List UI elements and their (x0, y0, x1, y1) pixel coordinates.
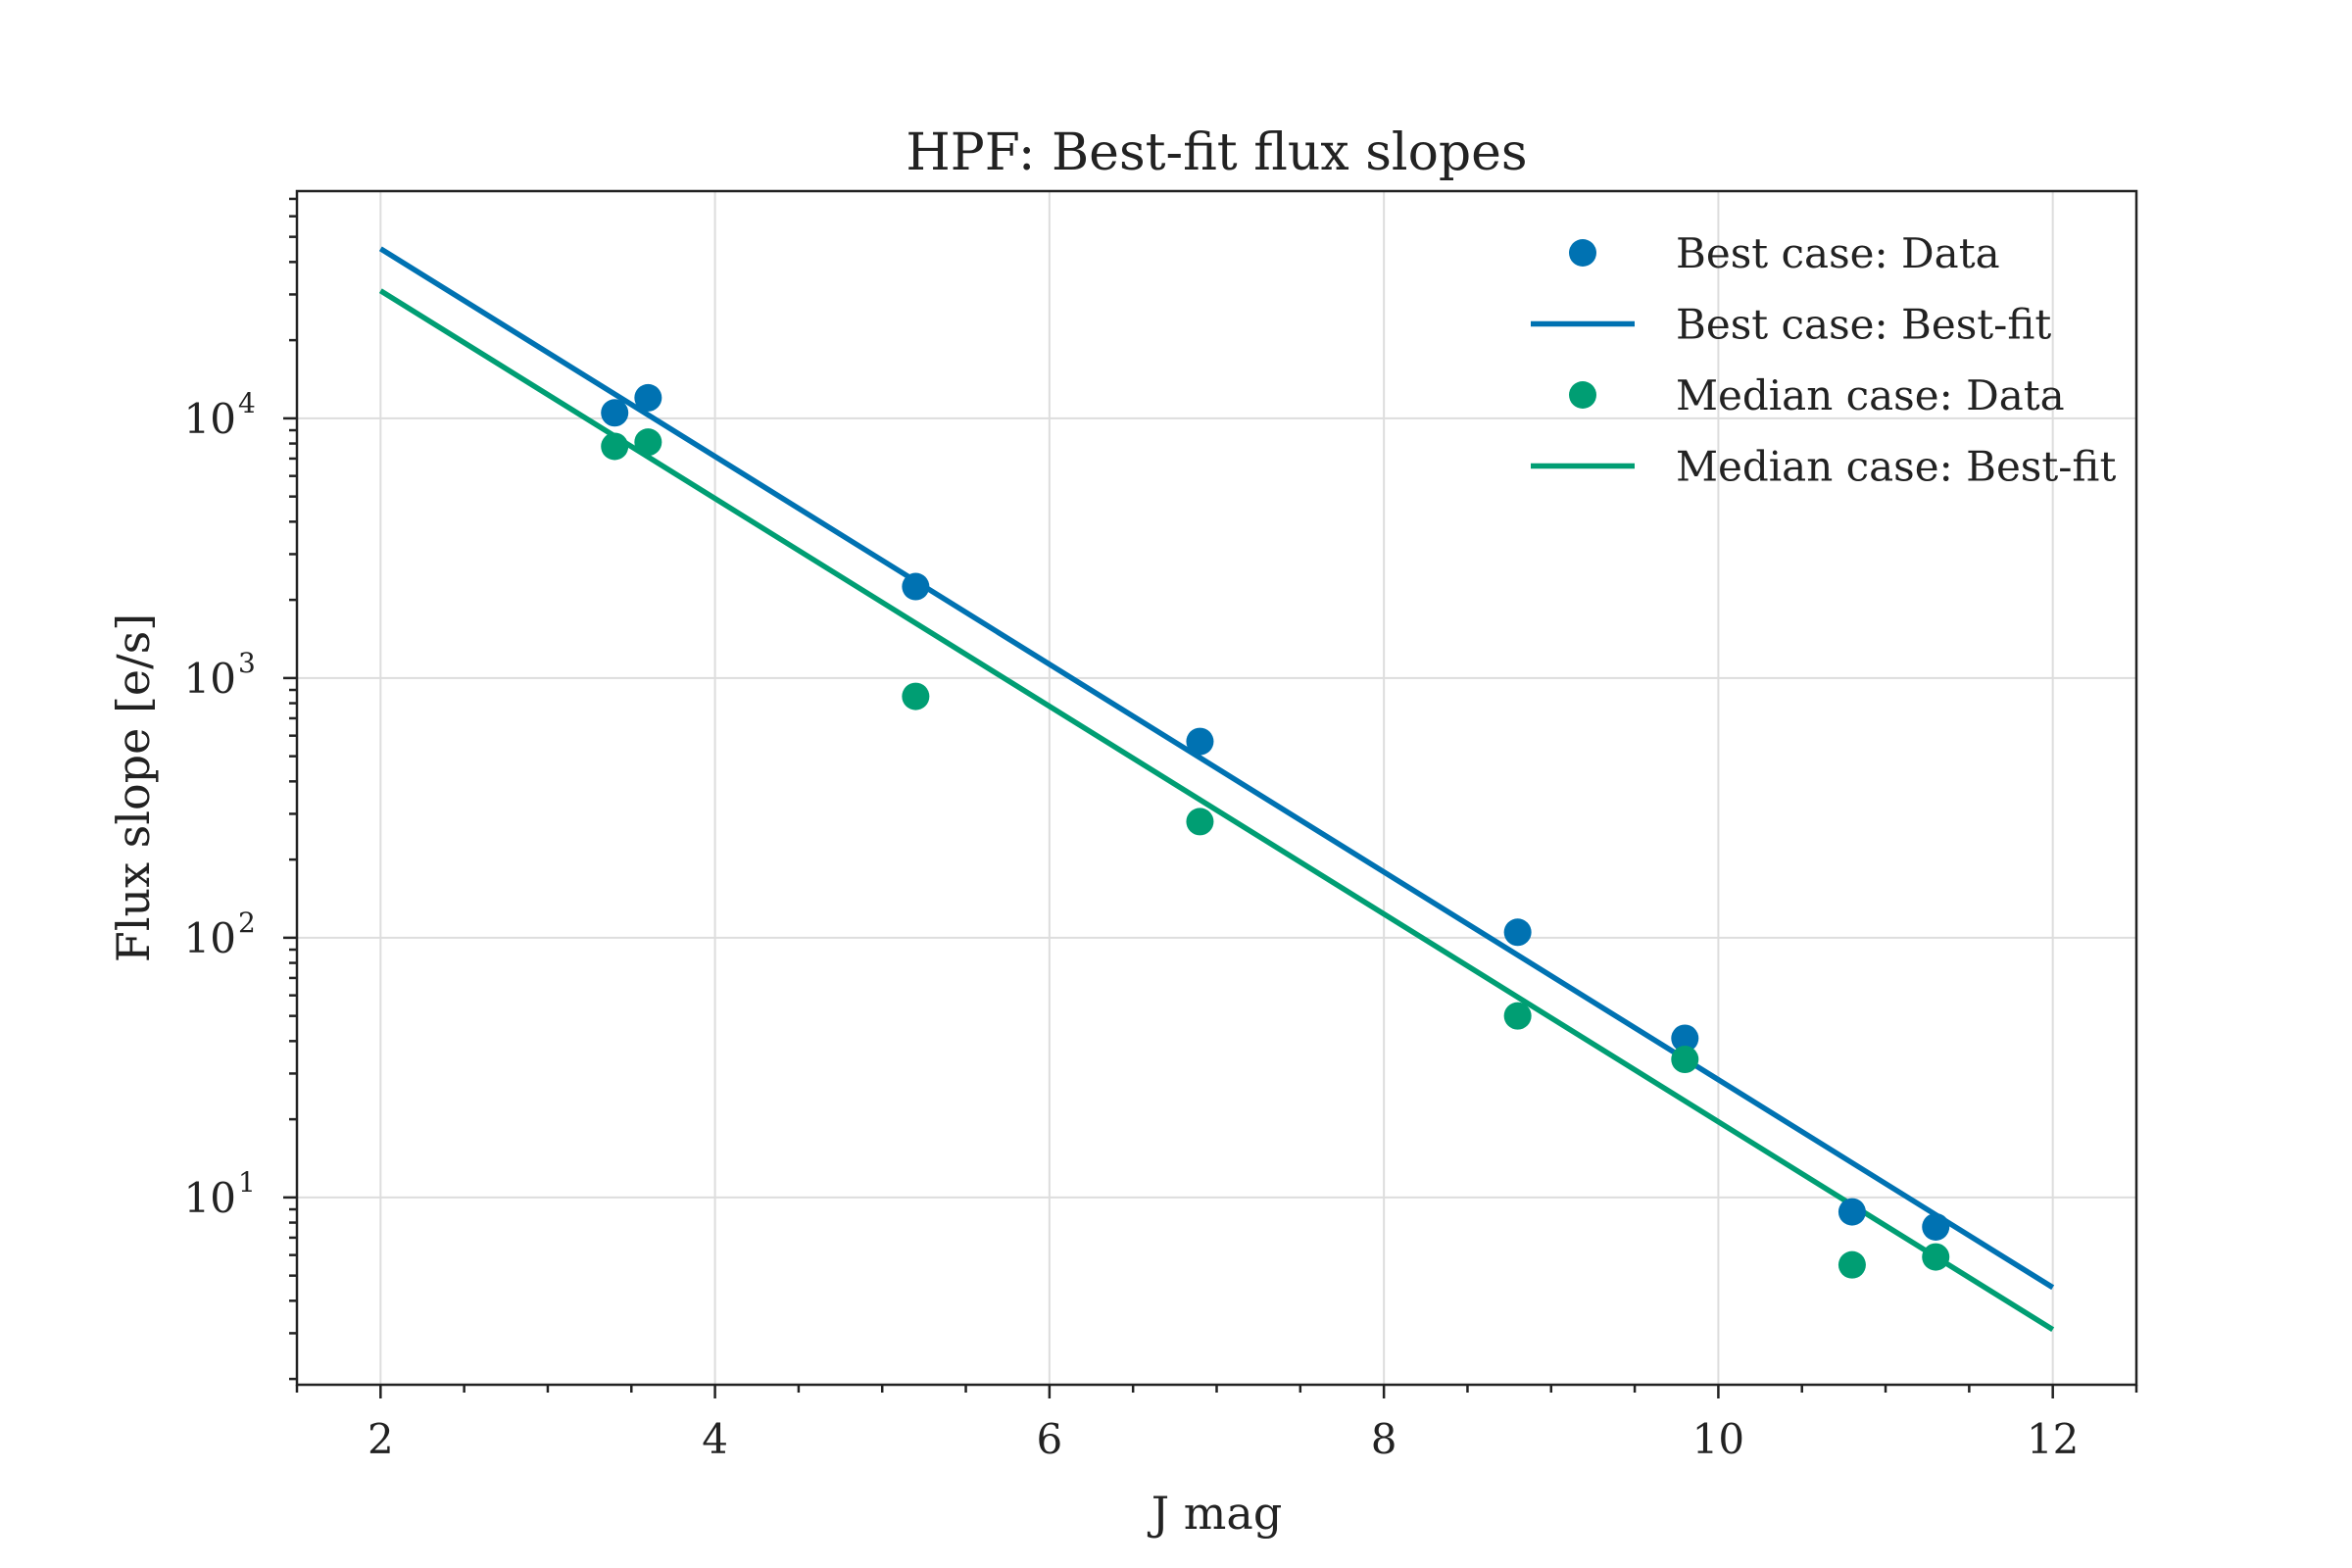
legend-marker (1569, 381, 1596, 409)
data-point-median-case-data (1922, 1243, 1950, 1271)
chart-title: HPF: Best-fit flux slopes (906, 123, 1527, 182)
data-point-best-case-data (601, 399, 629, 427)
data-point-best-case-data (902, 572, 930, 601)
y-tick-exponent: 3 (238, 647, 256, 679)
fit-line-best-case-best-fit (378, 246, 2055, 1291)
x-tick-label: 12 (2027, 1415, 2079, 1463)
legend: Best case: Data Best case: Best-fit Median… (1531, 229, 2116, 491)
data-point-median-case-data (1186, 808, 1214, 836)
plot-area (378, 246, 2055, 1332)
y-tick-label: 10 (184, 914, 236, 962)
data-point-median-case-data (601, 432, 629, 461)
x-axis-label: J mag (1148, 1487, 1283, 1540)
legend-label: Median case: Best-fit (1676, 443, 2116, 491)
data-point-best-case-data (1838, 1198, 1866, 1226)
y-tick-exponent: 2 (238, 906, 256, 939)
data-point-best-case-data (1671, 1024, 1699, 1053)
y-tick-label: 10 (184, 395, 236, 443)
y-tick-exponent: 1 (238, 1166, 256, 1199)
data-point-median-case-data (902, 682, 930, 710)
legend-marker (1569, 239, 1596, 267)
x-tick-label: 8 (1371, 1415, 1397, 1463)
data-point-median-case-data (1503, 1002, 1532, 1030)
data-point-best-case-data (1186, 727, 1214, 756)
grid (297, 191, 2136, 1385)
y-tick-label: 10 (184, 1174, 236, 1222)
y-tick-exponent: 4 (238, 387, 256, 419)
y-axis-label: Flux slope [e/s] (107, 613, 160, 962)
legend-label: Best case: Best-fit (1676, 301, 2051, 349)
x-tick-label: 10 (1692, 1415, 1744, 1463)
data-point-best-case-data (1922, 1212, 1950, 1241)
fit-line-median-case-best-fit (378, 288, 2055, 1332)
x-tick-label: 2 (368, 1415, 394, 1463)
data-point-best-case-data (1503, 918, 1532, 947)
data-point-median-case-data (1838, 1250, 1866, 1279)
data-point-median-case-data (1671, 1046, 1699, 1074)
x-tick-label: 4 (702, 1415, 728, 1463)
legend-label: Best case: Data (1676, 229, 2000, 277)
legend-label: Median case: Data (1676, 371, 2065, 419)
x-tick-label: 6 (1036, 1415, 1062, 1463)
data-point-median-case-data (634, 428, 662, 457)
data-point-best-case-data (634, 383, 662, 412)
y-tick-label: 10 (184, 655, 236, 703)
